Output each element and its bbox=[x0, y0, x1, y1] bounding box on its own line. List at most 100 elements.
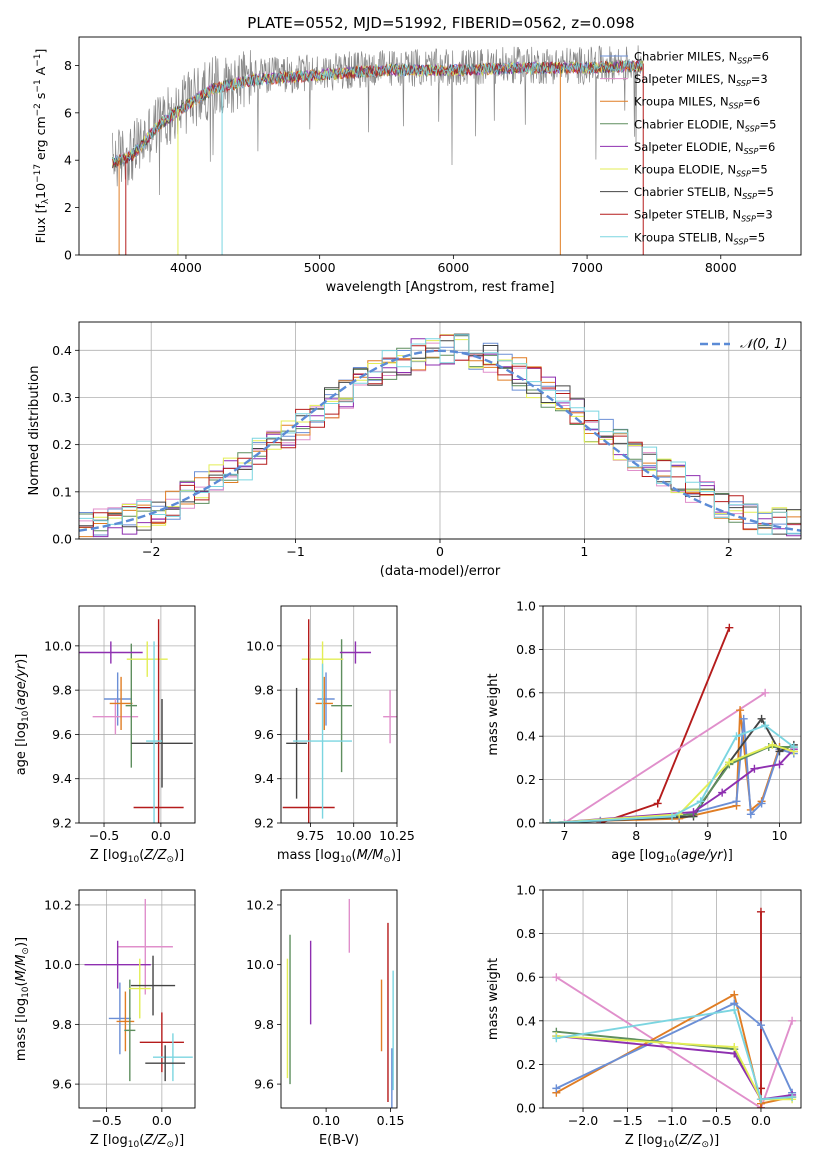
data-point bbox=[109, 676, 133, 730]
plus-marker bbox=[552, 1084, 561, 1093]
data-point bbox=[339, 641, 372, 664]
legend-label: Chabrier ELODIE, NSSP=5 bbox=[634, 117, 776, 133]
plus-marker bbox=[756, 1021, 765, 1030]
plus-marker bbox=[775, 760, 784, 769]
series-line bbox=[550, 717, 795, 823]
plus-marker bbox=[732, 797, 741, 806]
plus-marker bbox=[668, 812, 676, 821]
plus-marker bbox=[552, 1034, 561, 1043]
panel-massweight_vs_age: 7 8 9 10 0.0 0.2 0.4 0.6 0.8 1.0 mass weight age [l… bbox=[486, 599, 802, 865]
y-tick-label: 4 bbox=[64, 153, 72, 168]
panel-age_vs_mass: 9.75 10.00 10.25 9.2 9.4 9.6 9.8 10.0 mass [log1… bbox=[246, 605, 415, 865]
x-axis-label: (data-model)/error bbox=[380, 564, 501, 579]
legend-label: Kroupa MILES, NSSP=6 bbox=[634, 95, 760, 111]
y-tick-label: 9.6 bbox=[52, 1077, 72, 1092]
x-tick-label: −0.5 bbox=[91, 1113, 121, 1128]
model-spectrum-line bbox=[112, 59, 644, 163]
data-point bbox=[128, 958, 151, 1019]
y-tick-label: 0.3 bbox=[52, 390, 72, 405]
x-tick-label: 10.00 bbox=[336, 828, 372, 843]
series-line bbox=[556, 1035, 793, 1101]
plot-area-mass_vs_Z bbox=[84, 898, 193, 1082]
legend-label: Salpeter ELODIE, NSSP=6 bbox=[634, 140, 775, 156]
x-tick-label: 10 bbox=[772, 828, 788, 843]
series-line bbox=[550, 748, 795, 823]
legend-label: Kroupa STELIB, NSSP=5 bbox=[634, 230, 765, 246]
data-point bbox=[315, 676, 333, 730]
panel-mass_vs_ebv: 0.10 0.15 9.6 9.8 10.0 10.2 E(B-V) bbox=[246, 889, 404, 1148]
y-tick-label: 9.8 bbox=[52, 1017, 72, 1032]
x-tick-label: −1 bbox=[286, 544, 304, 559]
figure-title: PLATE=0552, MJD=51992, FIBERID=0562, z=0… bbox=[247, 14, 634, 32]
data-point bbox=[131, 699, 193, 788]
y-tick-label: 1.0 bbox=[516, 599, 536, 614]
plus-marker bbox=[768, 740, 777, 749]
y-tick-label: 2 bbox=[64, 200, 72, 215]
x-tick-label: 0.0 bbox=[751, 1113, 771, 1128]
x-tick-label: 0 bbox=[436, 544, 444, 559]
plot-area-mass_vs_ebv bbox=[286, 898, 394, 1108]
series-line bbox=[555, 993, 793, 1105]
y-axis-label: mass [log10(M/M⊙)] bbox=[14, 937, 31, 1061]
axes-frame bbox=[542, 605, 802, 824]
data-point bbox=[126, 641, 168, 677]
x-tick-label: 10.25 bbox=[379, 828, 415, 843]
y-axis-label: mass weight bbox=[486, 958, 501, 1040]
legend-label: Salpeter MILES, NSSP=3 bbox=[634, 72, 768, 88]
plot-area-age_vs_mass bbox=[282, 619, 397, 823]
plus-marker bbox=[725, 758, 734, 767]
x-tick-label: 7 bbox=[561, 828, 569, 843]
plot-area-massweight_vs_age bbox=[546, 623, 798, 823]
x-tick-label: 4000 bbox=[170, 260, 202, 275]
series-line-group bbox=[552, 990, 797, 1108]
y-tick-label: 10.0 bbox=[44, 957, 72, 972]
data-point bbox=[92, 699, 139, 735]
y-tick-label: 9.2 bbox=[254, 816, 274, 831]
data-point bbox=[104, 672, 132, 726]
y-tick-label: 0.0 bbox=[516, 816, 536, 831]
plus-marker bbox=[552, 973, 561, 982]
plus-marker bbox=[730, 1042, 739, 1051]
y-tick-label: 6 bbox=[64, 105, 72, 120]
series-line bbox=[555, 976, 793, 1108]
plus-marker bbox=[756, 1095, 765, 1104]
plus-marker bbox=[730, 990, 739, 999]
data-point bbox=[145, 1045, 186, 1082]
data-point bbox=[317, 672, 335, 726]
series-line-group bbox=[552, 1005, 797, 1104]
y-tick-label: 10.2 bbox=[246, 897, 274, 912]
data-point bbox=[139, 1012, 184, 1073]
data-point bbox=[293, 663, 352, 819]
data-point bbox=[116, 991, 135, 1052]
plus-marker bbox=[757, 799, 766, 808]
y-tick-label: 0 bbox=[64, 248, 72, 263]
x-tick-label: 9.75 bbox=[297, 828, 325, 843]
data-point bbox=[130, 955, 176, 1016]
x-axis-label: Z [log10(Z/Z⊙)] bbox=[90, 1133, 184, 1150]
plot-layer: 4000 5000 6000 7000 8000 0 2 4 6 8 wavelength [Ang… bbox=[14, 36, 802, 1150]
x-tick-label: 1 bbox=[580, 544, 588, 559]
axes-frame bbox=[280, 605, 398, 824]
plot-area-spectrum bbox=[112, 45, 644, 255]
x-axis-label: E(B-V) bbox=[319, 1133, 359, 1148]
legend-label: Salpeter STELIB, NSSP=3 bbox=[634, 208, 773, 224]
plus-marker bbox=[718, 788, 727, 797]
x-tick-label: −0.5 bbox=[89, 828, 119, 843]
legend-label: Chabrier MILES, NSSP=6 bbox=[634, 50, 769, 66]
series-line bbox=[556, 1035, 793, 1101]
plus-marker bbox=[761, 721, 770, 730]
y-tick-label: 9.2 bbox=[52, 816, 72, 831]
y-tick-label: 0.2 bbox=[516, 772, 536, 787]
plus-marker bbox=[725, 623, 734, 632]
plus-marker bbox=[736, 706, 745, 715]
y-tick-label: 0.4 bbox=[516, 729, 536, 744]
y-axis-label: Flux [fλ10−17 erg cm−2 s−1 A−1] bbox=[33, 49, 51, 244]
y-tick-label: 9.8 bbox=[52, 683, 72, 698]
y-tick-label: 1.0 bbox=[516, 883, 536, 898]
plus-marker bbox=[750, 764, 759, 773]
x-tick-label: 0.0 bbox=[151, 828, 171, 843]
series-line-group bbox=[756, 907, 765, 1108]
y-axis-label: Normed distribution bbox=[27, 366, 42, 496]
x-tick-label: −0.5 bbox=[701, 1113, 731, 1128]
plus-marker bbox=[560, 819, 569, 823]
